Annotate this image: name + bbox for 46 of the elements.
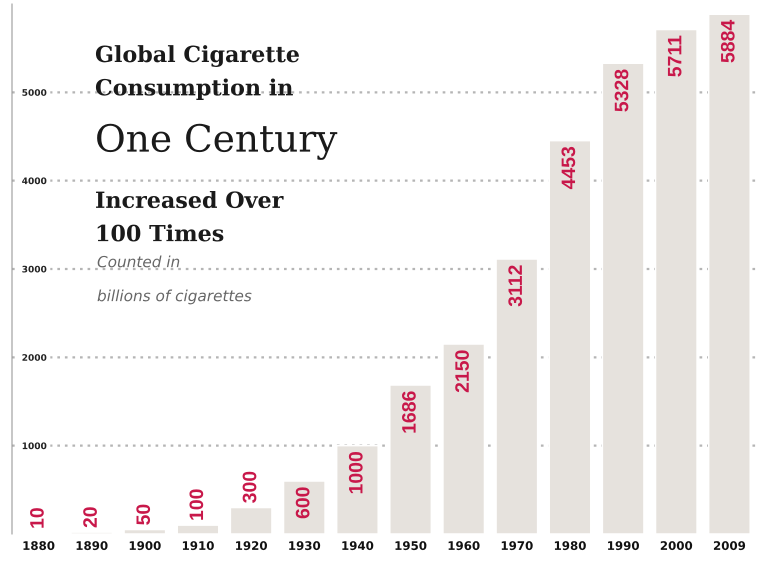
bar <box>495 258 538 534</box>
x-tick-label: 1880 <box>23 541 54 550</box>
data-label: 5884 <box>720 20 735 62</box>
data-label: 50 <box>136 504 150 525</box>
x-tick-label: 1950 <box>395 541 426 550</box>
x-tick-label: 1930 <box>289 541 320 550</box>
bar <box>176 524 220 534</box>
y-tick-label: 2000 <box>22 354 46 361</box>
data-label: 100 <box>189 489 204 520</box>
x-tick-label: 1900 <box>130 541 161 550</box>
y-tick-label: 3000 <box>22 266 46 273</box>
x-tick-label: 2009 <box>714 541 746 550</box>
data-label: 300 <box>242 472 256 503</box>
data-label: 20 <box>83 507 97 528</box>
text: Counted in billions of cigarettes <box>98 256 252 304</box>
x-tick-label: 2000 <box>660 541 692 550</box>
data-label: 10 <box>30 508 44 528</box>
x-tick-label: 1890 <box>76 541 108 550</box>
data-label: 3112 <box>508 265 522 306</box>
y-tick-label: 1000 <box>22 442 46 450</box>
x-tick-label: 1960 <box>448 541 480 550</box>
bar <box>654 28 698 534</box>
x-tick-label: 1970 <box>502 541 533 550</box>
text: Global Cigarette Consumption in One Century Increased Over 100 Times <box>96 45 338 242</box>
data-label: 600 <box>296 487 310 518</box>
bar <box>336 444 379 534</box>
y-tick-label: 5000 <box>22 89 46 96</box>
data-label: 2150 <box>455 350 469 392</box>
bar <box>442 343 486 534</box>
y-tick-label: 4000 <box>22 177 46 184</box>
x-tick-label: 1990 <box>608 541 640 550</box>
x-tick-label: 1940 <box>342 541 374 550</box>
bar <box>230 506 273 534</box>
bar <box>389 384 432 534</box>
bar <box>708 14 751 534</box>
data-label: 5328 <box>614 70 628 112</box>
x-tick-label: 1910 <box>182 541 214 550</box>
x-tick-label: 1920 <box>236 541 268 550</box>
bar <box>123 528 166 534</box>
bar <box>602 62 645 534</box>
bar <box>548 140 592 534</box>
data-label: 1686 <box>402 391 416 433</box>
data-label: 1000 <box>348 452 363 494</box>
data-label: 4453 <box>561 146 576 190</box>
x-tick-label: 1980 <box>554 541 586 550</box>
data-label: 5711 <box>668 36 682 77</box>
